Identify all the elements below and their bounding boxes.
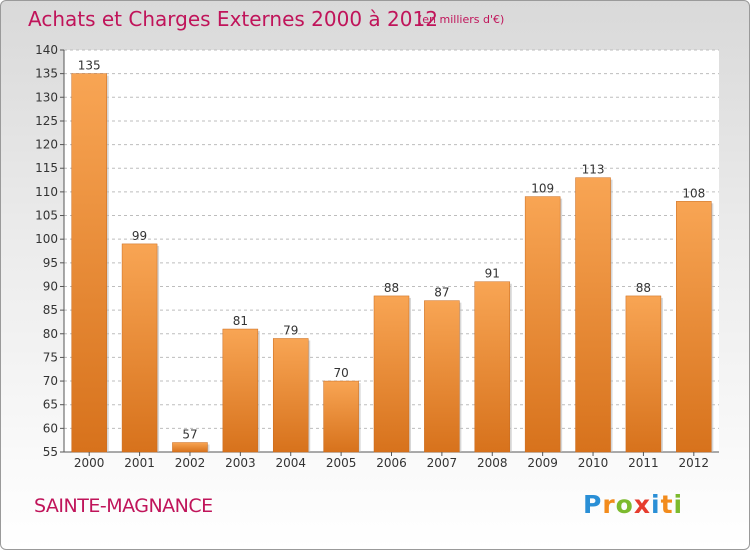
bar <box>71 73 107 453</box>
value-label: 79 <box>283 323 298 337</box>
y-tick-label: 140 <box>35 43 58 57</box>
bar <box>474 281 511 453</box>
value-label: 87 <box>434 286 449 300</box>
bar <box>575 177 611 453</box>
logo-letter: P <box>583 490 603 519</box>
x-tick-label: 2009 <box>527 456 558 470</box>
x-tick-label: 2002 <box>175 456 206 470</box>
value-label: 108 <box>682 186 705 200</box>
y-tick-label: 80 <box>43 327 58 341</box>
bar <box>424 300 460 453</box>
proxiti-logo[interactable]: Proxiti <box>583 490 683 519</box>
x-tick-label: 2007 <box>427 456 458 470</box>
logo-letter: i <box>651 490 661 519</box>
x-tick-label: 2000 <box>74 456 105 470</box>
chart-title: Achats et Charges Externes 2000 à 2012 <box>28 7 438 31</box>
x-tick-label: 2004 <box>275 456 306 470</box>
x-tick-label: 2001 <box>124 456 155 470</box>
x-tick-label: 2006 <box>376 456 407 470</box>
bar <box>222 328 259 453</box>
chart-subtitle: (en milliers d'€) <box>418 13 505 26</box>
bar <box>625 295 662 453</box>
y-tick-label: 100 <box>35 232 58 246</box>
y-tick-label: 110 <box>35 185 58 199</box>
bar <box>524 196 561 453</box>
y-tick-label: 120 <box>35 138 58 152</box>
x-tick-label: 2008 <box>477 456 508 470</box>
logo-letter: t <box>660 490 674 519</box>
value-label: 135 <box>78 59 101 73</box>
place-name: SAINTE-MAGNANCE <box>34 495 213 517</box>
logo-letter: i <box>673 490 684 519</box>
x-tick-label: 2003 <box>225 456 256 470</box>
bar <box>373 295 410 453</box>
value-label: 88 <box>636 281 651 295</box>
y-tick-label: 85 <box>43 303 58 317</box>
bar <box>676 201 712 453</box>
x-tick-label: 2012 <box>679 456 710 470</box>
value-label: 109 <box>531 182 554 196</box>
logo-letter: r <box>602 490 616 519</box>
bar <box>121 243 158 453</box>
x-tick-label: 2011 <box>628 456 659 470</box>
logo-letter: o <box>615 490 634 519</box>
y-tick-label: 105 <box>35 209 58 223</box>
y-tick-label: 70 <box>43 374 58 388</box>
y-tick-label: 65 <box>43 398 58 412</box>
bar <box>323 380 359 453</box>
x-tick-label: 2010 <box>578 456 609 470</box>
value-label: 91 <box>485 267 500 281</box>
y-tick-label: 55 <box>43 445 58 459</box>
x-tick-label: 2005 <box>326 456 357 470</box>
y-tick-label: 125 <box>35 114 58 128</box>
value-label: 113 <box>582 163 605 177</box>
y-tick-label: 90 <box>43 279 58 293</box>
y-tick-label: 95 <box>43 256 58 270</box>
bar <box>272 338 309 453</box>
logo-letter: x <box>633 490 651 519</box>
value-label: 88 <box>384 281 399 295</box>
bar <box>172 442 208 453</box>
value-label: 70 <box>333 366 348 380</box>
y-tick-label: 75 <box>43 350 58 364</box>
y-tick-label: 135 <box>35 67 58 81</box>
value-label: 57 <box>182 428 197 442</box>
value-label: 99 <box>132 229 147 243</box>
y-tick-label: 115 <box>35 161 58 175</box>
y-tick-label: 130 <box>35 90 58 104</box>
y-tick-label: 60 <box>43 421 58 435</box>
value-label: 81 <box>233 314 248 328</box>
